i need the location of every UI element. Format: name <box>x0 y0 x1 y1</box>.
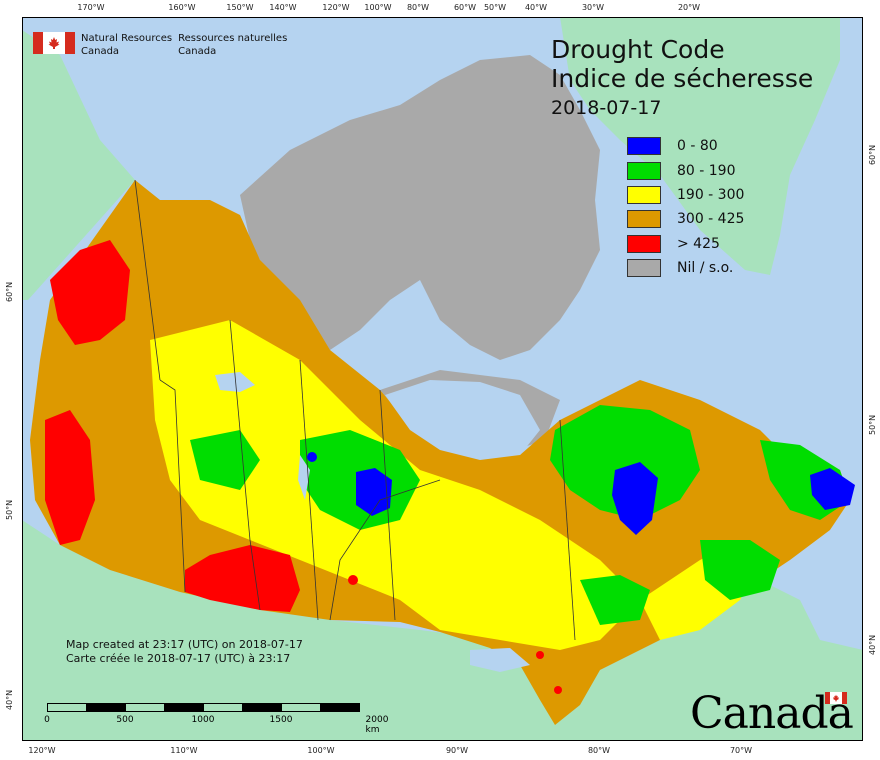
legend-swatch <box>627 137 661 156</box>
blue-patch-manitoba <box>356 468 392 516</box>
legend-entry: 0 - 80 <box>627 134 744 158</box>
note-fr: Carte créée le 2018-07-17 (UTC) à 23:17 <box>66 652 291 665</box>
legend-entry: 80 - 190 <box>627 158 744 182</box>
red-zone-bc-yukon <box>50 240 130 345</box>
graticule-label-top: 120°W <box>322 3 350 12</box>
graticule-label-bottom: 120°W <box>28 746 56 755</box>
graticule-label-bottom: 80°W <box>587 746 611 755</box>
map-title: Drought Code Indice de sécheresse 2018-0… <box>551 35 813 121</box>
nrcan-signature: Natural Resources Canada Ressources natu… <box>33 32 287 58</box>
scale-bar: 0 500 1000 1500 2000 km <box>44 703 388 735</box>
legend-label: Nil / s.o. <box>677 260 734 277</box>
graticule-label-top: 80°W <box>406 3 430 12</box>
graticule-label-top: 150°W <box>226 3 254 12</box>
canada-wordmark: Canada <box>690 688 854 739</box>
legend-swatch <box>627 185 661 204</box>
legend-swatch <box>627 210 661 229</box>
legend: 0 - 80 80 - 190 190 - 300 300 - 425 > 425 Nil… <box>627 134 744 280</box>
scale-tick: 0 <box>44 715 50 725</box>
graticule-label-top: 30°W <box>581 3 605 12</box>
map-creation-note: Map created at 23:17 (UTC) on 2018-07-17… <box>66 638 303 666</box>
graticule-label-bottom: 100°W <box>307 746 335 755</box>
graticule-label-left: 50°N <box>5 499 14 520</box>
legend-swatch <box>627 161 661 180</box>
greenland <box>560 17 840 275</box>
graticule-label-top: 50°W <box>483 3 507 12</box>
legend-label: > 425 <box>677 235 720 252</box>
title-en: Drought Code <box>551 35 725 64</box>
legend-entry: Nil / s.o. <box>627 256 744 280</box>
arctic-islands <box>240 55 600 360</box>
graticule-label-left: 40°N <box>5 689 14 710</box>
agency-name-en: Natural Resources Canada <box>81 33 173 57</box>
graticule-label-bottom: 70°W <box>729 746 753 755</box>
graticule-label-top: 60°W <box>453 3 477 12</box>
graticule-label-top: 20°W <box>677 3 701 12</box>
scale-tick: 1500 <box>269 715 293 725</box>
scale-tick: 2000 km <box>365 715 389 735</box>
hudson-bay <box>385 380 540 460</box>
graticule-label-top: 170°W <box>77 3 105 12</box>
graticule-label-right: 60°N <box>868 144 877 165</box>
wordmark-flag-icon <box>825 692 847 704</box>
graticule-label-left: 60°N <box>5 281 14 302</box>
alaska <box>22 30 135 300</box>
red-zone-prairies <box>185 545 300 612</box>
legend-entry: 190 - 300 <box>627 183 744 207</box>
graticule-label-bottom: 90°W <box>445 746 469 755</box>
graticule-label-top: 160°W <box>168 3 196 12</box>
legend-swatch <box>627 259 661 278</box>
legend-entry: 300 - 425 <box>627 207 744 231</box>
canada-flag-icon <box>33 32 75 54</box>
united-states <box>22 520 863 741</box>
graticule-label-right: 50°N <box>868 414 877 435</box>
graticule-label-top: 40°W <box>524 3 548 12</box>
legend-label: 300 - 425 <box>677 211 745 228</box>
legend-label: 80 - 190 <box>677 162 736 179</box>
graticule-label-top: 140°W <box>269 3 297 12</box>
legend-label: 190 - 300 <box>677 186 745 203</box>
graticule-label-top: 100°W <box>364 3 392 12</box>
scale-tick: 1000 <box>191 715 215 725</box>
legend-label: 0 - 80 <box>677 138 718 155</box>
agency-name-fr: Ressources naturelles Canada <box>178 33 288 57</box>
blue-patch-quebec <box>612 462 658 535</box>
note-en: Map created at 23:17 (UTC) on 2018-07-17 <box>66 638 303 651</box>
scale-tick: 500 <box>116 715 134 725</box>
graticule-label-bottom: 110°W <box>170 746 198 755</box>
graticule-label-right: 40°N <box>868 634 877 655</box>
title-fr: Indice de sécheresse <box>551 64 814 93</box>
legend-swatch <box>627 234 661 253</box>
legend-entry: > 425 <box>627 232 744 256</box>
map-date: 2018-07-17 <box>551 97 662 119</box>
